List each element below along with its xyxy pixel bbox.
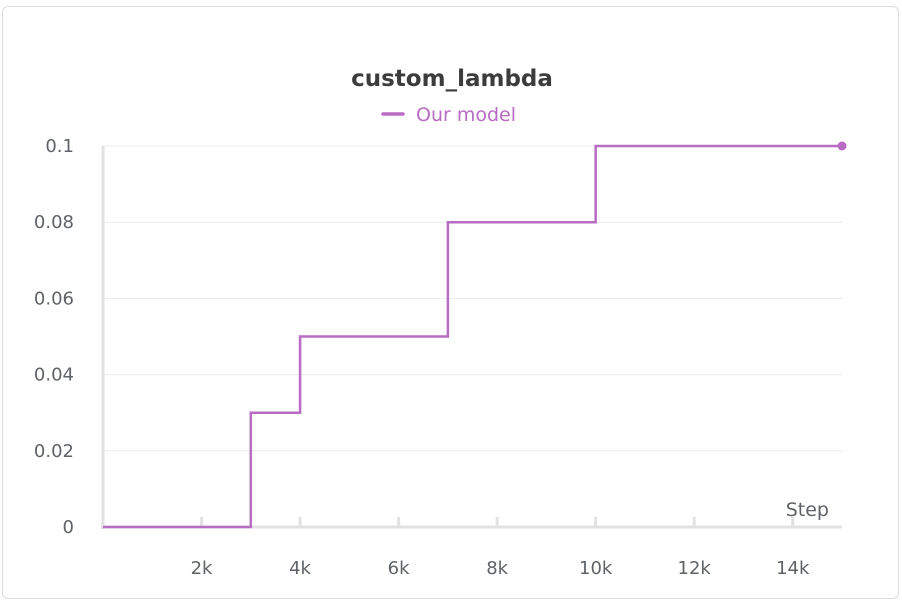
y-tick-label: 0.02 bbox=[34, 441, 74, 462]
x-tick-label: 12k bbox=[678, 558, 712, 579]
y-tick-label: 0 bbox=[63, 517, 74, 538]
series-endpoint-marker[interactable] bbox=[837, 141, 847, 151]
x-tick-labels: 2k 4k 6k 8k 10k 12k 14k bbox=[191, 558, 810, 579]
axes bbox=[101, 146, 842, 529]
x-tick-label: 2k bbox=[191, 558, 213, 579]
chart-panel bbox=[2, 6, 899, 599]
series-line-our-model[interactable] bbox=[103, 144, 842, 529]
x-tick-label: 14k bbox=[776, 558, 810, 579]
x-tick-label: 4k bbox=[289, 558, 311, 579]
chart-title: custom_lambda bbox=[351, 66, 553, 92]
legend-label: Our model bbox=[416, 104, 516, 126]
legend[interactable]: Our model bbox=[381, 104, 516, 126]
y-tick-label: 0.04 bbox=[34, 365, 74, 386]
y-tick-label: 0.08 bbox=[34, 212, 74, 233]
grid bbox=[103, 145, 842, 452]
x-axis-label: Step bbox=[786, 499, 829, 521]
y-tick-labels: 0 0.02 0.04 0.06 0.08 0.1 bbox=[34, 136, 74, 538]
y-tick-label: 0.1 bbox=[45, 136, 74, 157]
x-tick-label: 8k bbox=[486, 558, 508, 579]
series-group bbox=[103, 141, 847, 529]
y-tick-label: 0.06 bbox=[34, 288, 74, 309]
x-tick-label: 6k bbox=[388, 558, 410, 579]
x-tick-label: 10k bbox=[579, 558, 613, 579]
